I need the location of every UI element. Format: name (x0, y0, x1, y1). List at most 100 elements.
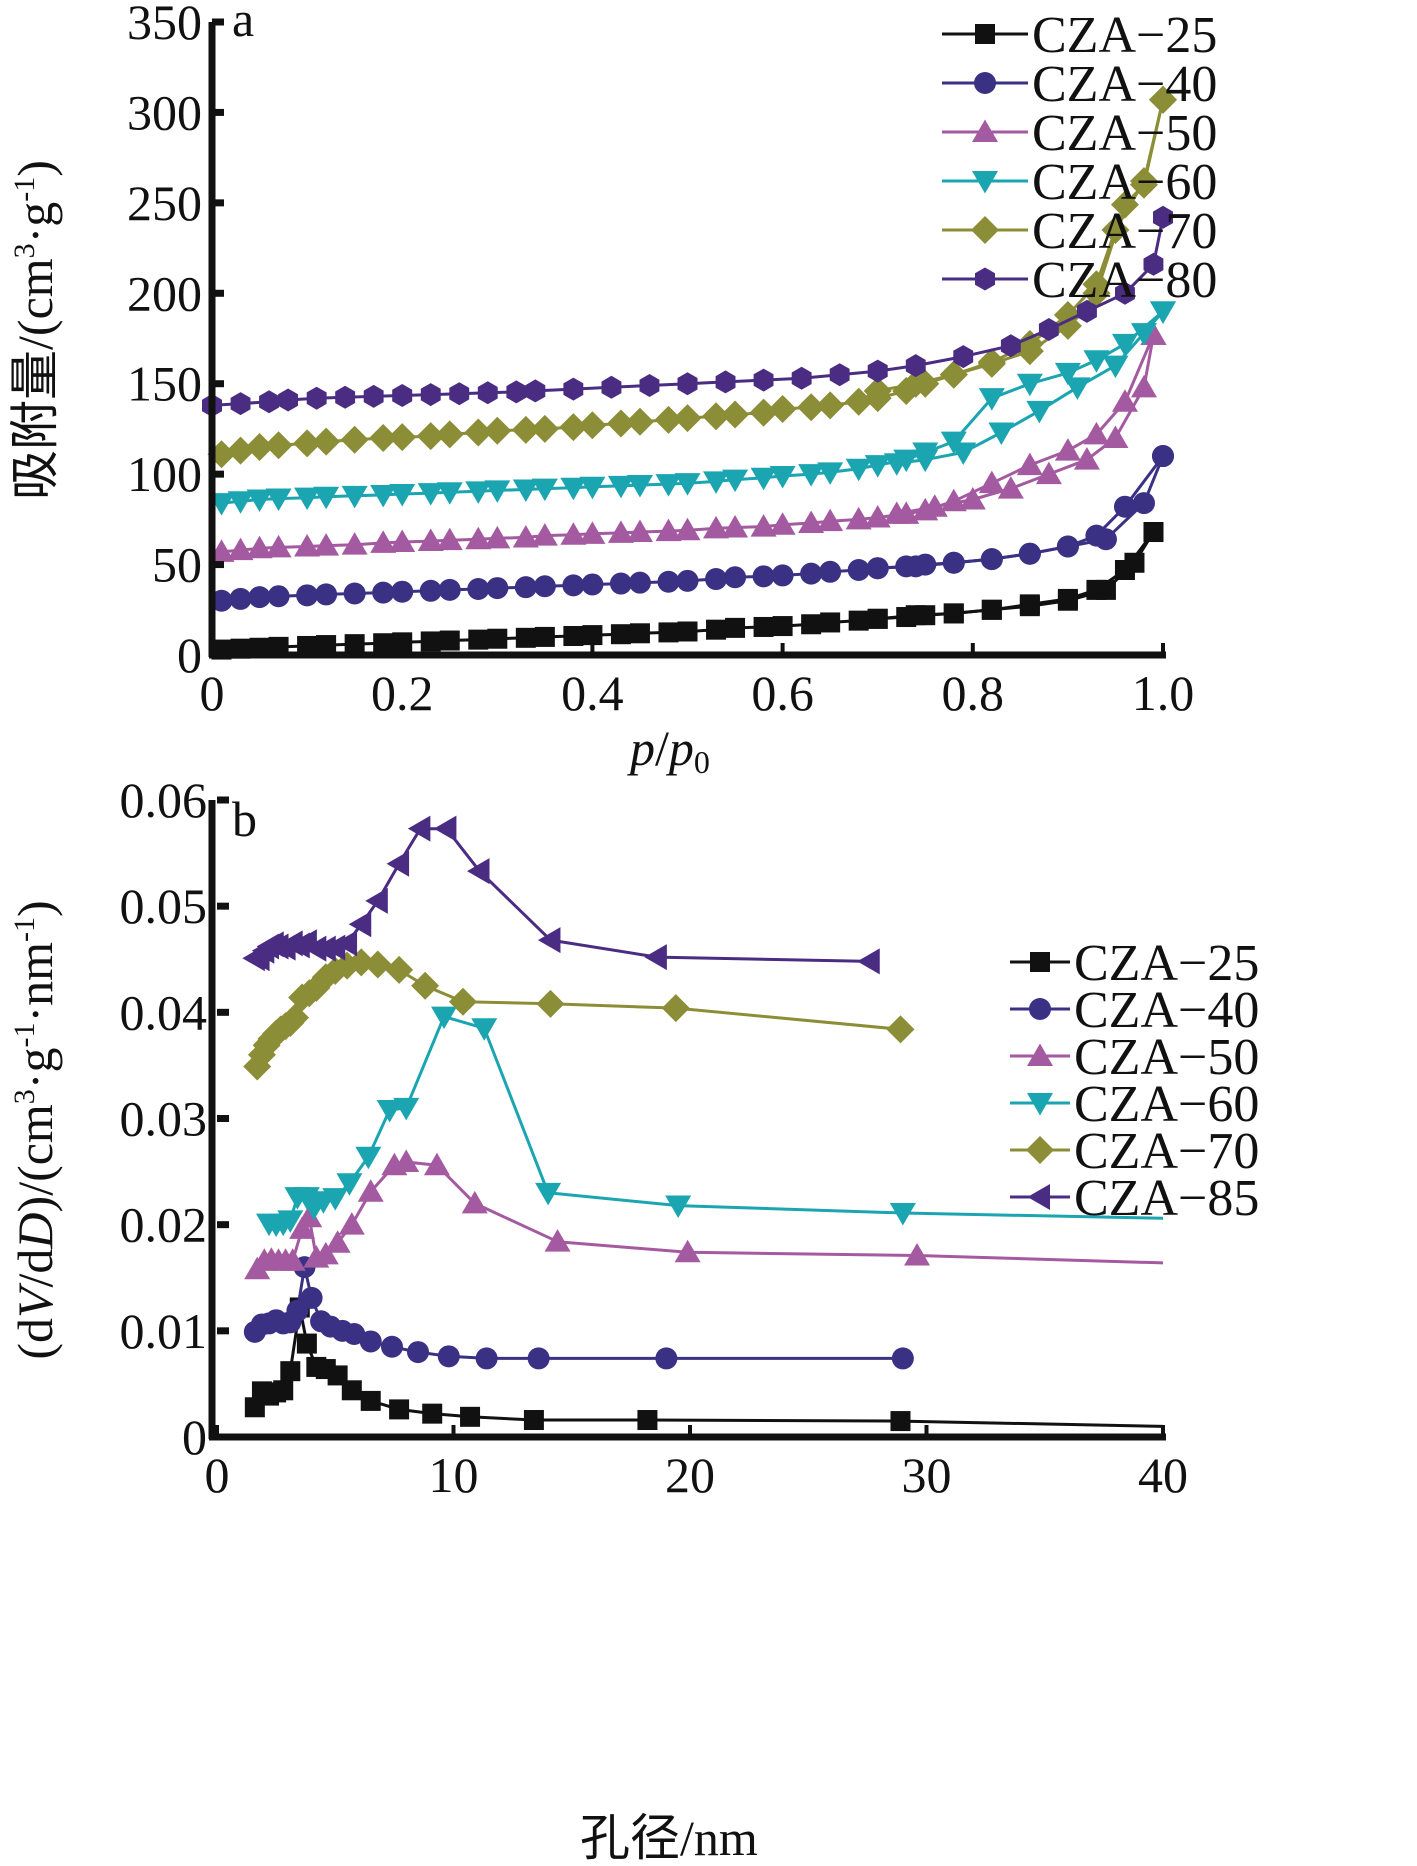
y-tick-label: 100 (127, 446, 202, 502)
legend-item-cza-60: CZA−60 (1010, 1076, 1259, 1133)
data-point-cza-50 (357, 1179, 384, 1202)
data-point-cza-70 (901, 369, 930, 398)
data-point-cza-40 (343, 582, 366, 605)
data-point-cza-50 (722, 514, 749, 538)
data-point-cza-25 (658, 622, 679, 643)
data-point-cza-80 (392, 384, 413, 407)
legend-label: CZA−25 (1074, 935, 1259, 992)
data-point-cza-25 (1143, 522, 1164, 543)
data-point-cza-25 (468, 629, 489, 650)
data-point-cza-40 (229, 587, 252, 610)
y-tick-label: 0.05 (120, 878, 208, 934)
data-point-cza-40 (343, 1323, 366, 1346)
data-point-cza-60 (1054, 362, 1081, 386)
data-point-cza-50 (921, 494, 948, 517)
data-point-cza-85 (433, 815, 457, 842)
data-point-cza-40 (286, 1299, 309, 1322)
x-tick-label: 0 (200, 665, 225, 721)
legend-item-cza-40: CZA−40 (942, 56, 1217, 113)
data-point-cza-25 (905, 605, 926, 626)
legend-marker-cza-25 (975, 24, 995, 44)
data-point-cza-50 (1111, 389, 1138, 412)
y-tick-label: 350 (127, 0, 202, 50)
data-point-cza-60 (265, 488, 292, 512)
data-point-cza-50 (626, 519, 653, 543)
legend-marker-cza-60 (1027, 1093, 1053, 1116)
x-tick-label: 0.4 (561, 665, 624, 721)
data-point-cza-70 (312, 427, 341, 456)
data-point-cza-50 (940, 488, 967, 512)
y-tick-label: 0 (182, 1409, 207, 1465)
data-point-cza-25 (389, 1399, 410, 1420)
data-point-cza-70 (606, 409, 635, 438)
legend-item-cza-50: CZA−50 (1010, 1029, 1259, 1086)
data-point-cza-60 (393, 1097, 420, 1121)
data-point-cza-70 (721, 400, 750, 429)
data-point-cza-25 (273, 1380, 294, 1401)
data-point-cza-50 (750, 514, 777, 537)
data-point-cza-80 (1077, 299, 1097, 323)
legend-label: CZA−70 (1074, 1123, 1259, 1180)
data-point-cza-80 (1038, 318, 1059, 341)
data-point-cza-25 (439, 630, 460, 651)
data-point-cza-40 (210, 589, 233, 612)
data-point-cza-60 (376, 1100, 403, 1123)
data-point-cza-50 (703, 515, 730, 539)
data-point-cza-60 (750, 467, 777, 491)
x-tick-label: 40 (1138, 1447, 1188, 1503)
data-point-cza-60 (436, 482, 463, 505)
data-point-cza-70 (977, 349, 1006, 378)
data-point-cza-70 (530, 414, 559, 443)
data-point-cza-70 (536, 989, 565, 1018)
legend-item-cza-25: CZA−25 (942, 7, 1217, 64)
data-point-cza-70 (797, 393, 826, 422)
legend-item-cza-70: CZA−70 (942, 203, 1217, 260)
data-point-cza-70 (264, 431, 293, 460)
data-point-cza-60 (1016, 373, 1043, 397)
data-point-cza-50 (674, 1239, 701, 1263)
data-point-cza-70 (1082, 279, 1111, 308)
data-point-cza-40 (819, 560, 842, 583)
data-point-cza-25 (316, 635, 337, 656)
legend-label: CZA−50 (1032, 105, 1217, 162)
panel-a-letter: a (232, 0, 254, 47)
panel-b-letter: b (232, 791, 257, 847)
data-point-cza-50 (389, 529, 416, 552)
data-point-cza-40 (942, 551, 965, 574)
data-point-cza-60 (313, 486, 340, 510)
data-point-cza-40 (391, 580, 414, 603)
data-point-cza-80 (563, 377, 584, 401)
data-point-cza-25 (534, 626, 555, 647)
data-point-cza-60 (355, 1146, 382, 1170)
data-point-cza-40 (705, 568, 728, 591)
data-point-cza-50 (1073, 447, 1100, 470)
data-point-cza-40 (438, 578, 461, 601)
data-point-cza-25 (344, 634, 365, 655)
legend-label: CZA−70 (1032, 203, 1217, 260)
data-point-cza-50 (370, 530, 397, 553)
data-point-cza-40 (1018, 542, 1041, 565)
data-point-cza-25 (1095, 579, 1116, 600)
data-point-cza-50 (265, 534, 292, 558)
data-point-cza-80 (677, 372, 698, 396)
data-point-cza-60 (341, 485, 368, 509)
data-point-cza-40 (904, 555, 927, 578)
data-point-cza-60 (607, 475, 634, 499)
data-point-cza-85 (644, 944, 667, 971)
data-point-cza-50 (484, 525, 511, 549)
data-point-cza-40 (657, 570, 680, 593)
data-point-cza-70 (448, 987, 477, 1016)
data-point-cza-25 (890, 1411, 911, 1432)
data-point-cza-25 (772, 616, 793, 637)
data-point-cza-40 (609, 572, 632, 595)
data-point-cza-40 (437, 1345, 460, 1368)
data-point-cza-50 (436, 527, 463, 551)
legend-marker-cza-40 (974, 72, 996, 94)
data-point-cza-60 (370, 484, 397, 508)
data-point-cza-25 (422, 1403, 443, 1424)
data-point-cza-85 (348, 911, 372, 938)
data-point-cza-80 (420, 383, 441, 407)
y-tick-label: 50 (152, 537, 202, 593)
y-tick-label: 150 (127, 356, 202, 412)
